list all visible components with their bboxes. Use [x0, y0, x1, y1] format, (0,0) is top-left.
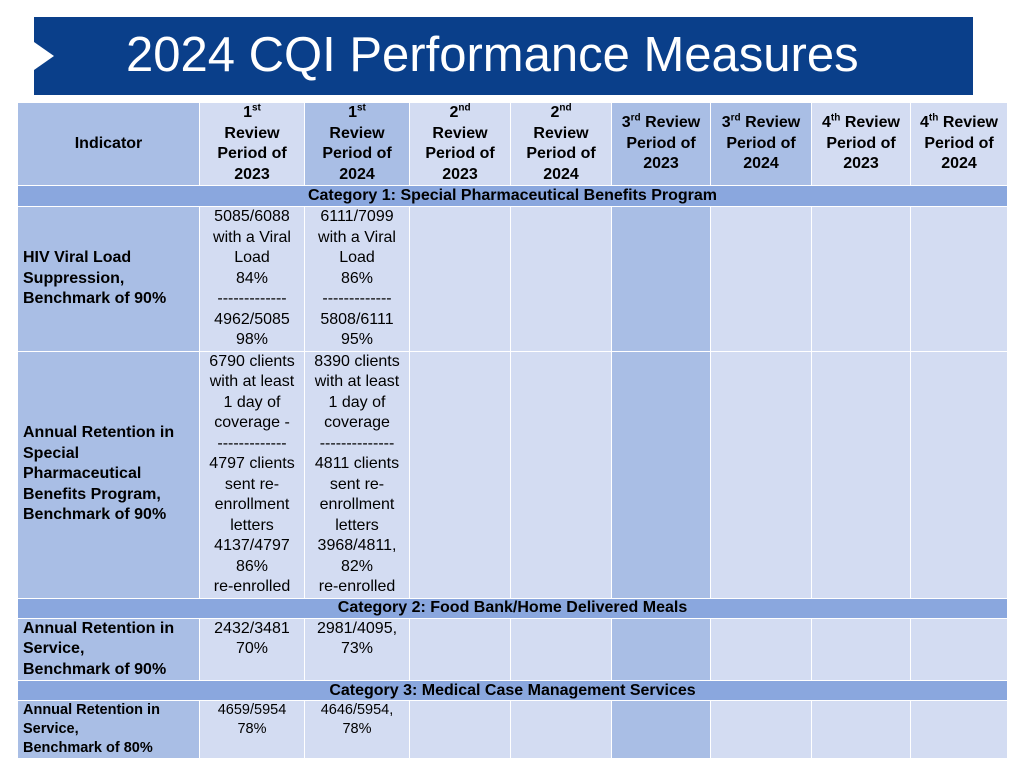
col-header-2nd-2024: 2nd Review Period of 2024: [510, 102, 612, 186]
category-row: Category 2: Food Bank/Home Delivered Mea…: [17, 597, 1008, 619]
empty-cell: [710, 350, 812, 599]
chevron-right-icon: [34, 42, 54, 70]
empty-cell: [811, 700, 911, 759]
empty-cell: [811, 617, 911, 681]
category-row: Category 3: Medical Case Management Serv…: [17, 680, 1008, 701]
col-header-4th-2023: 4th Review Period of 2023: [811, 102, 911, 186]
page-title: 2024 CQI Performance Measures: [126, 28, 859, 82]
category-3-label: Category 3: Medical Case Management Serv…: [17, 680, 1008, 701]
empty-cell: [910, 350, 1008, 599]
category-2-label: Category 2: Food Bank/Home Delivered Mea…: [17, 597, 1008, 619]
empty-cell: [611, 350, 711, 599]
empty-cell: [811, 350, 911, 599]
table-row: Annual Retention in Special Pharmaceutic…: [17, 350, 1008, 599]
empty-cell: [611, 700, 711, 759]
empty-cell: [510, 350, 612, 599]
indicator-header: Indicator: [17, 102, 200, 186]
empty-cell: [409, 206, 511, 352]
col-header-3rd-2023: 3rd Review Period of 2023: [611, 102, 711, 186]
value-cell-2024: 8390 clients with at least 1 day of cove…: [304, 350, 410, 599]
empty-cell: [710, 206, 812, 352]
empty-cell: [710, 700, 812, 759]
value-cell-2023: 4659/5954 78%: [199, 700, 305, 759]
value-cell-2024: 6111/7099 with a Viral Load 86% --------…: [304, 206, 410, 352]
empty-cell: [510, 206, 612, 352]
header-row: Indicator 1st Review Period of 2023 1st …: [17, 102, 1008, 186]
empty-cell: [910, 617, 1008, 681]
title-banner: 2024 CQI Performance Measures: [34, 17, 973, 95]
col-header-4th-2024: 4th Review Period of 2024: [910, 102, 1008, 186]
performance-measures-table: Indicator 1st Review Period of 2023 1st …: [17, 102, 1008, 759]
value-cell-2023: 2432/3481 70%: [199, 617, 305, 681]
col-header-1st-2023: 1st Review Period of 2023: [199, 102, 305, 186]
empty-cell: [910, 700, 1008, 759]
empty-cell: [510, 700, 612, 759]
category-1-label: Category 1: Special Pharmaceutical Benef…: [17, 185, 1008, 207]
table-row: HIV Viral Load Suppression, Benchmark of…: [17, 206, 1008, 352]
col-header-3rd-2024: 3rd Review Period of 2024: [710, 102, 812, 186]
indicator-cell: HIV Viral Load Suppression, Benchmark of…: [17, 206, 200, 352]
indicator-cell: Annual Retention in Service, Benchmark o…: [17, 617, 200, 681]
table-row: Annual Retention in Service, Benchmark o…: [17, 617, 1008, 681]
empty-cell: [409, 700, 511, 759]
empty-cell: [710, 617, 812, 681]
value-cell-2023: 5085/6088 with a Viral Load 84% --------…: [199, 206, 305, 352]
indicator-cell: Annual Retention in Service, Benchmark o…: [17, 700, 200, 759]
value-cell-2024: 2981/4095, 73%: [304, 617, 410, 681]
indicator-cell: Annual Retention in Special Pharmaceutic…: [17, 350, 200, 599]
value-cell-2024: 4646/5954, 78%: [304, 700, 410, 759]
value-cell-2023: 6790 clients with at least 1 day of cove…: [199, 350, 305, 599]
empty-cell: [510, 617, 612, 681]
empty-cell: [409, 617, 511, 681]
empty-cell: [409, 350, 511, 599]
empty-cell: [811, 206, 911, 352]
empty-cell: [910, 206, 1008, 352]
col-header-2nd-2023: 2nd Review Period of 2023: [409, 102, 511, 186]
empty-cell: [611, 617, 711, 681]
col-header-1st-2024: 1st Review Period of 2024: [304, 102, 410, 186]
category-row: Category 1: Special Pharmaceutical Benef…: [17, 185, 1008, 207]
table-row: Annual Retention in Service, Benchmark o…: [17, 700, 1008, 759]
empty-cell: [611, 206, 711, 352]
